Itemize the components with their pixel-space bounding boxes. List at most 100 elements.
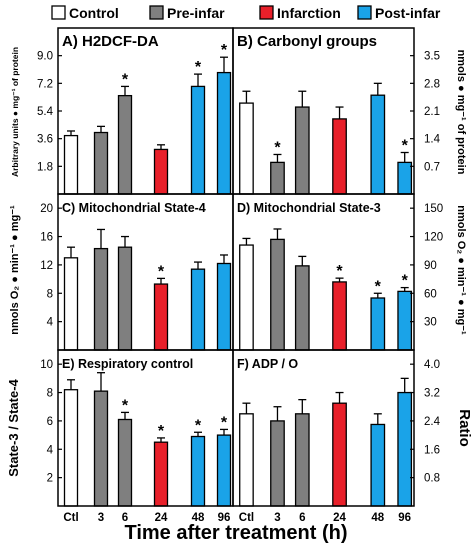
panel-C: * C) Mitochondrial State-4 4 8 12 16 20 <box>40 193 234 351</box>
bar-B-3 <box>332 118 347 195</box>
bar-C-2 <box>117 246 133 351</box>
left-ylabel-row3: State-3 / State-4 <box>6 378 21 476</box>
y-tick-label: 2.4 <box>424 416 441 428</box>
y-tick-label: 10 <box>40 359 53 371</box>
y-tick-label: 3.5 <box>424 51 440 63</box>
significance-star: * <box>195 59 202 76</box>
bar-E-3 <box>153 441 169 507</box>
x-tick-label: 3 <box>98 512 104 524</box>
panel-frame <box>232 193 415 351</box>
y-tick-label: 120 <box>424 232 443 244</box>
significance-star: * <box>158 263 165 280</box>
y-tick-label: 30 <box>424 317 437 329</box>
bar-D-2 <box>294 265 310 351</box>
legend-label-3: Post-infar <box>375 5 441 21</box>
bar-E-0 <box>63 389 79 507</box>
x-tick-label: 24 <box>333 512 346 524</box>
panels: * * * A) H2DCF-DA 1.8 3.6 5.4 7.2 9.0 * * B) Carbon… <box>37 27 443 524</box>
bar-A-3 <box>153 148 169 195</box>
panel-title: A) H2DCF-DA <box>62 33 159 50</box>
y-tick-label: 7.2 <box>37 78 53 90</box>
bar-A-4 <box>190 85 206 195</box>
legend-label-1: Pre-infar <box>167 5 225 21</box>
panel-A: * * * A) H2DCF-DA 1.8 3.6 5.4 7.2 9.0 <box>37 27 234 195</box>
legend-swatch-3 <box>357 5 372 20</box>
x-tick-label: 48 <box>371 512 384 524</box>
bar-B-0 <box>239 102 254 195</box>
x-tick-label: 96 <box>218 512 231 524</box>
panel-title: E) Respiratory control <box>62 357 193 371</box>
panel-title: C) Mitochondrial State-4 <box>62 201 206 215</box>
legend-swatch-1 <box>149 5 164 20</box>
x-tick-label: Ctl <box>63 512 78 524</box>
y-tick-label: 6 <box>47 416 53 428</box>
panel-frame <box>232 27 415 195</box>
right-ylabel-row2: nmols O₂ ● min⁻¹ ● mg⁻¹ <box>455 205 467 335</box>
significance-star: * <box>402 138 409 155</box>
panel-frame <box>57 193 234 351</box>
axis-labels: Arbitrary units ● mg⁻¹ of protein nmols … <box>6 47 473 544</box>
y-tick-label: 9.0 <box>37 51 53 63</box>
y-tick-label: 150 <box>424 203 443 215</box>
x-tick-label: 6 <box>299 512 305 524</box>
panel-title: D) Mitochondrial State-3 <box>237 201 381 215</box>
y-tick-label: 2 <box>47 473 53 485</box>
right-ylabel-row1: nmols ● mg⁻¹ of protein <box>455 50 467 175</box>
bar-A-5 <box>216 71 232 195</box>
bar-A-1 <box>93 131 109 195</box>
legend-swatch-2 <box>259 5 274 20</box>
x-tick-label: 48 <box>192 512 205 524</box>
legend-swatch-0 <box>51 5 66 20</box>
significance-star: * <box>221 42 228 59</box>
y-tick-label: 90 <box>424 260 437 272</box>
bar-D-0 <box>239 244 254 351</box>
y-tick-label: 20 <box>40 203 53 215</box>
significance-star: * <box>402 273 409 290</box>
panel-frame <box>57 349 234 507</box>
x-axis-title: Time after treatment (h) <box>124 522 347 544</box>
panel-title: B) Carbonyl groups <box>237 33 377 50</box>
y-tick-label: 1.6 <box>424 444 440 456</box>
y-tick-label: 8 <box>47 288 53 300</box>
bar-E-5 <box>216 434 232 507</box>
panel-B: * * B) Carbonyl groups 0.7 1.4 2.1 2.8 3.5 <box>232 27 441 195</box>
bar-C-4 <box>190 268 206 351</box>
y-tick-label: 3.6 <box>37 134 53 146</box>
bar-A-0 <box>63 134 79 195</box>
x-tick-label: 24 <box>155 512 168 524</box>
y-tick-label: 2.8 <box>424 78 440 90</box>
bar-C-3 <box>153 283 169 351</box>
panel-D: * * * D) Mitochondrial State-3 30 60 90 120 150 <box>232 193 443 351</box>
right-ylabel-row3: Ratio <box>456 409 473 447</box>
x-tick-label: Ctl <box>239 512 254 524</box>
y-tick-label: 4.0 <box>424 359 440 371</box>
panel-frame <box>232 349 415 507</box>
bar-D-5 <box>397 290 413 351</box>
bar-E-1 <box>93 390 109 507</box>
y-tick-label: 0.7 <box>424 161 440 173</box>
x-tick-label: 6 <box>122 512 128 524</box>
bar-B-4 <box>370 94 386 195</box>
y-tick-label: 5.4 <box>37 106 54 118</box>
bar-F-5 <box>397 391 413 507</box>
panel-frame <box>57 27 234 195</box>
significance-star: * <box>195 417 202 434</box>
bar-B-5 <box>397 161 413 195</box>
bar-B-1 <box>270 161 285 195</box>
bar-E-2 <box>117 418 133 507</box>
bar-D-1 <box>270 238 285 351</box>
bar-E-4 <box>190 435 206 507</box>
bar-D-3 <box>332 281 347 351</box>
bar-A-2 <box>117 94 133 195</box>
bar-B-2 <box>294 106 310 195</box>
significance-star: * <box>221 414 228 431</box>
y-tick-label: 60 <box>424 288 437 300</box>
y-tick-label: 0.8 <box>424 473 440 485</box>
bar-F-0 <box>239 413 254 507</box>
y-tick-label: 4 <box>47 317 54 329</box>
x-tick-label: 96 <box>398 512 411 524</box>
bar-F-2 <box>294 413 310 507</box>
left-ylabel-row2: nmols O₂ ● min⁻¹ ● mg⁻¹ <box>9 205 21 335</box>
